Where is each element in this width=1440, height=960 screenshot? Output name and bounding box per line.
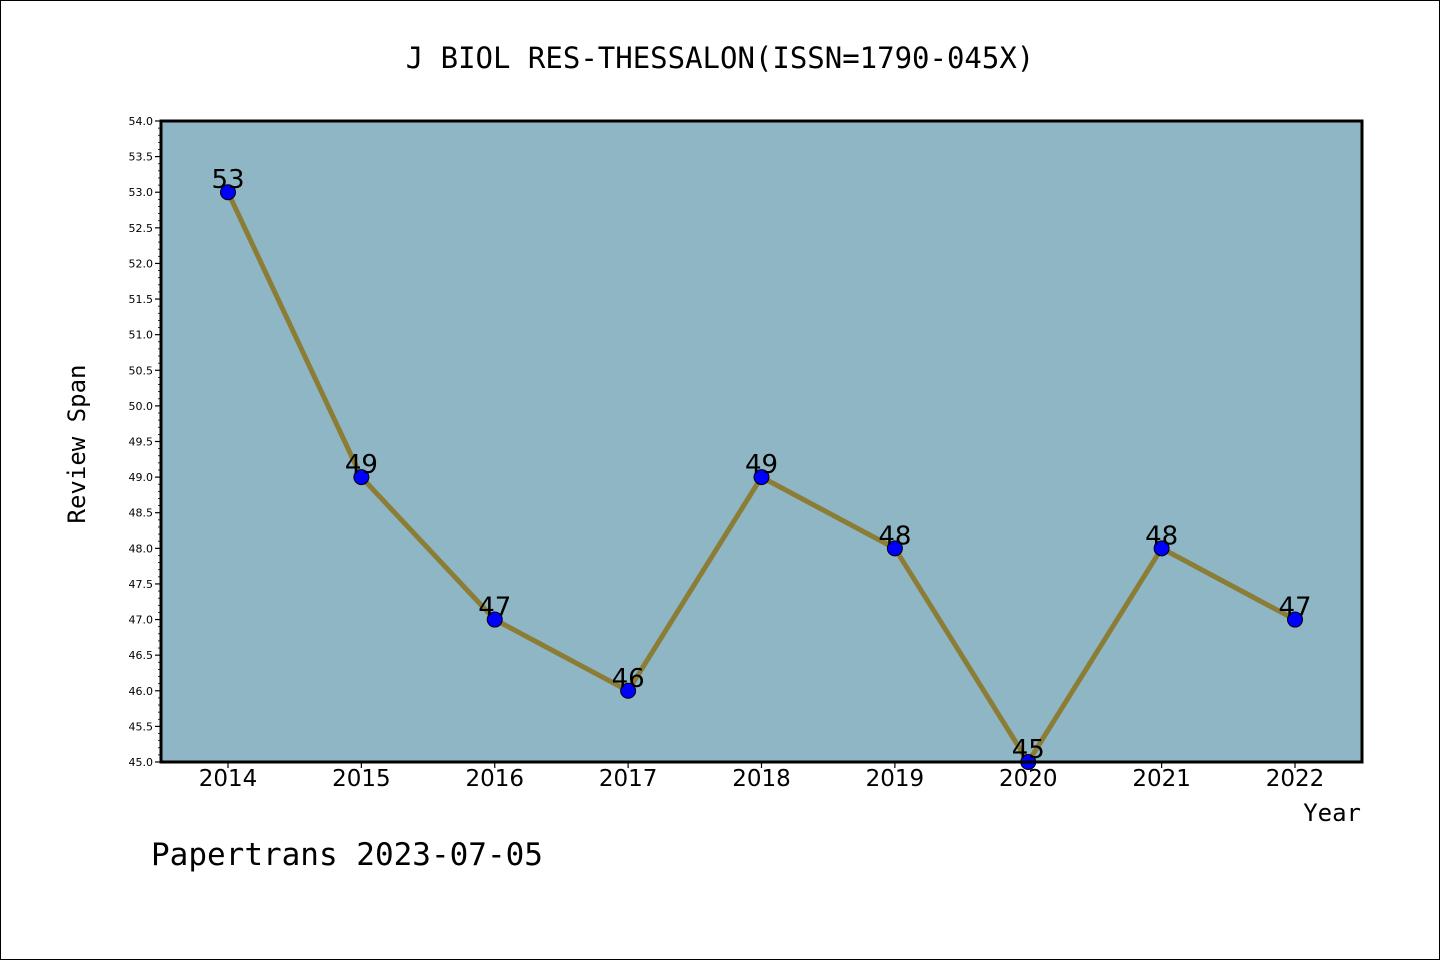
data-point-marker	[486, 611, 503, 628]
y-tick-label: 46.5	[129, 649, 154, 662]
data-label: 53	[211, 165, 244, 195]
plot-area	[161, 121, 1362, 762]
data-label: 45	[1012, 735, 1045, 765]
data-point-marker	[220, 184, 236, 201]
data-point-marker	[353, 469, 370, 486]
x-tick-label: 2017	[599, 766, 658, 792]
y-tick-label: 46.0	[129, 685, 154, 698]
x-axis-ticks: 2014 2015 2016 2017 2018 2019 2020 2021 2022	[199, 762, 1325, 792]
chart-title: J BIOL RES-THESSALON(ISSN=1790-045X)	[406, 41, 1035, 75]
y-tick-label: 48.5	[129, 507, 154, 520]
data-point-marker	[1287, 611, 1303, 628]
data-point-marker	[1153, 540, 1170, 557]
x-tick-label: 2019	[866, 766, 925, 792]
y-axis-ticks: 45.0 45.5 46.0 46.5 47.0 47.5 48.0 48.5 49.0 49.5…	[129, 115, 161, 769]
data-series: 53 49 47 46 49 48 45 48 47	[211, 165, 1312, 770]
y-tick-label: 48.0	[129, 542, 154, 555]
y-tick-label: 45.5	[129, 720, 154, 733]
data-label: 48	[1145, 521, 1178, 551]
y-tick-label: 53.5	[129, 151, 154, 164]
y-axis-label: Review Span	[63, 365, 91, 524]
plot-frame	[159, 119, 1364, 764]
data-label: 47	[1278, 593, 1311, 623]
y-tick-label: 54.0	[129, 115, 154, 128]
y-tick-label: 52.5	[129, 222, 154, 235]
y-tick-label: 52.0	[129, 257, 154, 270]
data-point-marker	[886, 540, 903, 557]
y-tick-label: 50.5	[129, 364, 154, 377]
y-tick-label: 49.5	[129, 436, 154, 449]
x-tick-label: 2016	[465, 766, 524, 792]
data-label: 49	[745, 450, 778, 480]
data-label: 46	[612, 664, 645, 694]
watermark-text: Papertrans 2023-07-05	[151, 837, 543, 873]
y-tick-label: 51.5	[129, 293, 154, 306]
x-tick-label: 2020	[999, 766, 1058, 792]
x-tick-label: 2014	[199, 766, 258, 792]
data-point-marker	[753, 469, 770, 486]
data-label: 48	[878, 521, 911, 551]
x-axis-label: Year	[1303, 799, 1361, 827]
y-tick-label: 47.5	[129, 578, 154, 591]
data-point-marker	[620, 682, 637, 699]
y-tick-label: 51.0	[129, 329, 154, 342]
x-tick-label: 2015	[332, 766, 391, 792]
y-tick-label: 47.0	[129, 614, 154, 627]
y-tick-label: 53.0	[129, 186, 154, 199]
x-tick-label: 2018	[732, 766, 791, 792]
x-tick-label: 2022	[1266, 766, 1325, 792]
data-label: 49	[345, 450, 378, 480]
data-label: 47	[478, 593, 511, 623]
y-tick-label: 49.0	[129, 471, 154, 484]
y-tick-label: 50.0	[129, 400, 154, 413]
y-tick-label: 45.0	[129, 756, 154, 769]
x-tick-label: 2021	[1132, 766, 1191, 792]
